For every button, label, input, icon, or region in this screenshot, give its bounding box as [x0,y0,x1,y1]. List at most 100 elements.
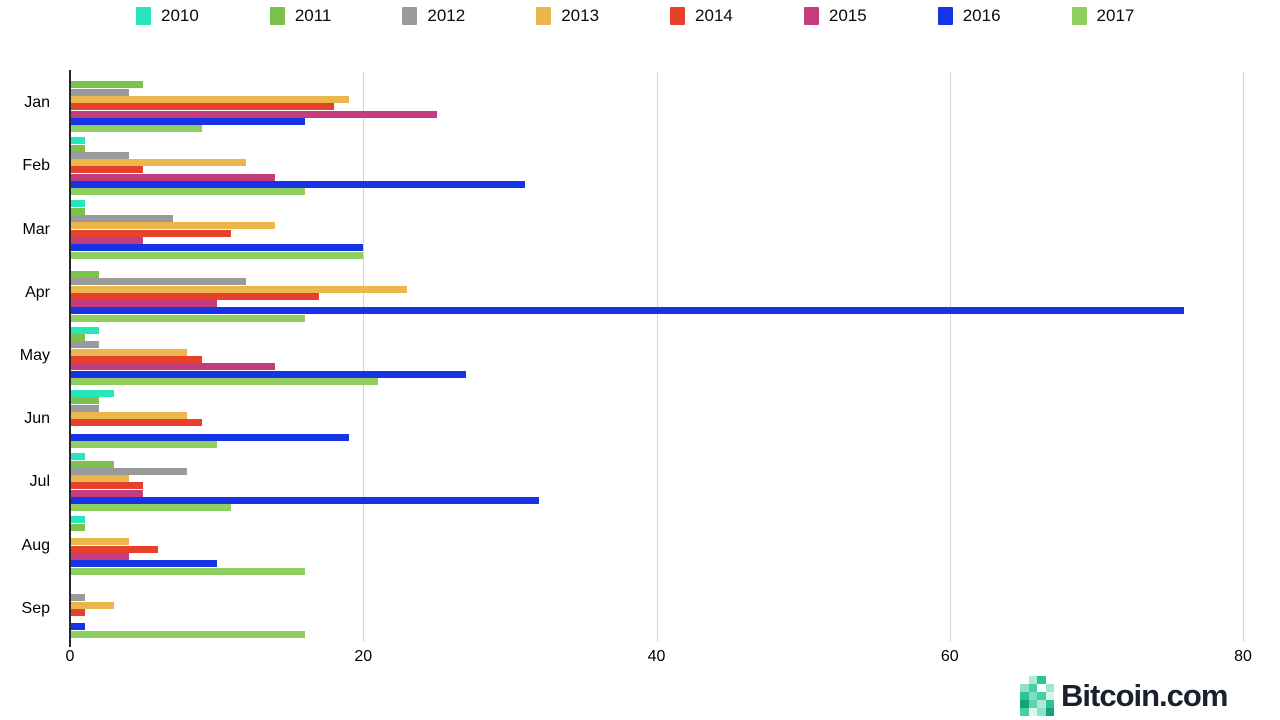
bar-aug-2013 [71,538,129,546]
y-axis-label-apr: Apr [25,283,50,301]
legend-item-2010[interactable]: 2010 [136,6,199,26]
mosaic-cell [1037,692,1046,700]
bar-sep-2012 [71,594,85,602]
legend-swatch-2016 [937,7,953,25]
bar-apr-2013 [71,285,408,293]
bar-jun-2010 [71,390,114,397]
mosaic-cell [1020,708,1029,716]
legend-label-2015: 2015 [828,6,867,25]
bar-may-2015 [71,363,276,371]
bar-may-2011 [71,334,85,342]
bar-feb-2013 [71,159,246,167]
bar-sep-2013 [71,601,114,609]
bar-aug-2011 [71,523,85,531]
legend-item-2015[interactable]: 2015 [803,6,867,26]
bar-mar-2015 [71,236,144,244]
bar-jun-2014 [71,419,202,427]
mosaic-cell [1028,700,1037,708]
legend-swatch-2010 [136,7,151,25]
bar-may-2016 [71,370,466,378]
mosaic-cell [1046,676,1055,684]
x-tick-label: 20 [354,648,373,665]
legend-item-2017[interactable]: 2017 [1071,6,1135,26]
bar-jul-2010 [71,453,85,461]
bitcoin-com-logo-text: Bitcoin.com [1061,678,1228,713]
mosaic-cell [1028,708,1037,716]
bar-aug-2014 [71,545,158,553]
bar-jan-2011 [71,81,144,89]
legend-label-2012: 2012 [427,6,466,25]
x-tick-label: 60 [940,648,959,665]
bar-may-2012 [71,341,100,349]
bar-aug-2010 [71,516,85,524]
legend-swatch-2015 [803,7,819,25]
x-tick-label: 80 [1234,648,1252,665]
mosaic-cell [1028,684,1037,692]
bar-jun-2017 [71,441,217,449]
mosaic-cell [1020,676,1029,684]
bar-feb-2012 [71,151,129,159]
bar-jul-2012 [71,467,188,475]
bar-mar-2011 [71,207,85,215]
bar-apr-2014 [71,292,320,300]
legend-swatch-2012 [402,7,418,25]
legend-item-2014[interactable]: 2014 [670,6,733,26]
bar-may-2014 [71,356,202,363]
mosaic-cell [1020,692,1029,700]
bar-jul-2013 [71,475,129,483]
legend-label-2013: 2013 [561,6,600,25]
bar-mar-2012 [71,215,173,222]
bar-mar-2014 [71,229,232,237]
bar-jul-2011 [71,460,114,468]
bar-feb-2017 [71,188,305,196]
legend-label-2011: 2011 [294,6,332,25]
bar-feb-2011 [71,144,85,152]
mosaic-cell [1045,684,1054,692]
bitcoin-com-mosaic-icon [1020,676,1054,716]
y-axis-label-may: May [19,347,50,364]
mosaic-cell [1037,676,1046,684]
bar-feb-2010 [71,137,85,145]
legend-swatch-2017 [1071,7,1087,25]
mosaic-cell [1028,692,1037,700]
bar-aug-2016 [71,560,217,568]
bar-feb-2016 [71,181,525,188]
bar-aug-2015 [71,552,129,560]
bar-jul-2014 [71,482,144,490]
bar-jun-2016 [71,433,349,441]
bar-feb-2015 [71,173,276,181]
legend-item-2013[interactable]: 2013 [536,6,599,26]
bar-apr-2012 [71,278,246,286]
bar-mar-2017 [71,251,364,259]
legend-label-2014: 2014 [695,6,733,25]
y-axis-line [69,70,71,647]
bar-may-2010 [71,326,100,334]
bar-apr-2017 [71,314,305,322]
y-axis-label-aug: Aug [21,536,50,554]
x-tick-label: 40 [647,648,666,665]
y-axis-label-jun: Jun [24,410,50,428]
mosaic-cell [1020,700,1029,708]
legend-label-2017: 2017 [1096,6,1135,25]
mosaic-cell [1028,676,1037,684]
bar-jul-2015 [71,489,144,497]
x-tick-label: 0 [65,648,75,665]
bar-feb-2014 [71,166,144,174]
bar-jun-2013 [71,411,188,419]
bar-jan-2016 [71,117,305,125]
gridline-x-20 [363,72,365,642]
bar-mar-2016 [71,244,364,252]
mosaic-cell [1045,692,1054,700]
y-axis-label-jul: Jul [29,473,50,491]
bar-mar-2013 [71,222,276,230]
bar-mar-2010 [71,200,85,208]
legend-item-2016[interactable]: 2016 [937,6,1001,26]
bar-jun-2012 [71,404,100,412]
bar-apr-2015 [71,300,217,308]
legend-item-2011[interactable]: 2011 [269,6,332,26]
bar-jun-2011 [71,397,100,405]
chart-legend: 2010 2011 2012 2013 2014 2015 2016 2017 [136,6,1134,26]
legend-label-2010: 2010 [161,6,199,25]
legend-item-2012[interactable]: 2012 [402,6,465,26]
gridline-x-60 [949,72,951,642]
